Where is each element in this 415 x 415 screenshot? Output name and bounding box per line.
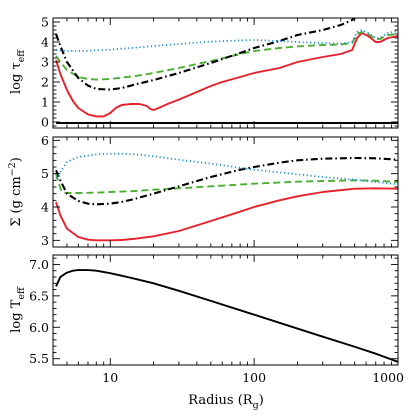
series-line-dashdot-2 [55,18,357,91]
series-line-solid-0 [55,187,398,242]
y-tick-label: 4 [41,200,49,215]
panel-temperature: log Teff Radius (Rg) 5.5 6.0 6.5 7.0 10 100 10… [9,254,404,411]
y-tick-label: 1 [41,95,49,110]
plot-frame [52,254,399,366]
series-line-solid-0 [55,269,398,363]
y-tick-label: 6.5 [29,288,49,303]
ylabel-temperature: log Teff [9,286,27,333]
ylabel-surface-density: Σ (g cm−2) [7,157,24,227]
y-tick-label: 6.0 [29,320,49,335]
x-tick-label: 10 [102,370,118,385]
series-line-dashed-1 [55,173,398,194]
x-tick-label: 1000 [372,370,404,385]
series-line-dotted-3 [55,29,398,52]
plot-frame [52,17,399,129]
y-tick-label: 4 [41,35,49,50]
series-group [55,269,398,363]
x-tick-label: 100 [242,370,266,385]
y-tick-label: 3 [41,55,49,70]
y-tick-label: 6 [41,133,49,148]
ylabel-optical-depth: log τeff [9,49,27,94]
panel-surface-density: Σ (g cm−2) 3 4 5 6 [7,133,399,248]
y-tick-label: 5.5 [29,351,49,366]
plot-frame [52,136,399,248]
y-tick-label: 2 [41,75,49,90]
y-tick-label: 3 [41,233,49,248]
series-line-dashdot-2 [55,156,398,206]
y-tick-label: 5 [41,166,49,181]
y-tick-label: 5 [41,15,49,30]
series-group [55,152,398,242]
y-tick-label: 7.0 [29,257,49,272]
y-tick-label: 0 [41,115,49,130]
series-group [55,18,398,124]
series-line-dashed-1 [55,31,398,81]
panel-optical-depth: log τeff 0 1 2 3 4 5 [9,15,399,130]
xlabel-radius: Radius (Rg) [188,393,264,411]
series-line-solid-0 [55,32,398,118]
